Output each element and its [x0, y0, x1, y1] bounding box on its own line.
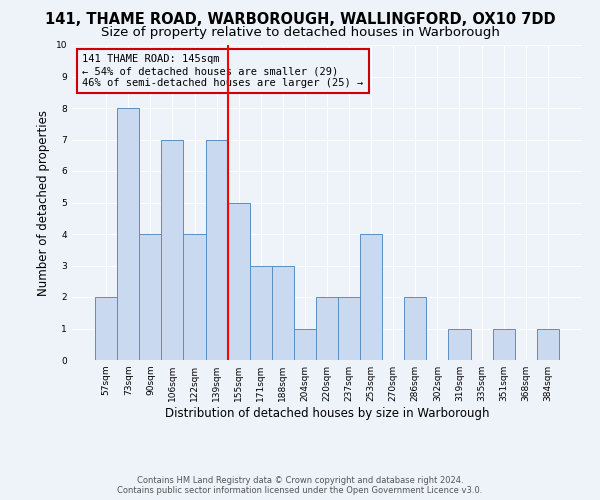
Bar — [206, 140, 227, 360]
Bar — [184, 234, 206, 360]
Bar — [139, 234, 161, 360]
Bar — [338, 297, 360, 360]
Bar — [272, 266, 294, 360]
Bar — [294, 328, 316, 360]
Bar — [448, 328, 470, 360]
Text: 141 THAME ROAD: 145sqm
← 54% of detached houses are smaller (29)
46% of semi-det: 141 THAME ROAD: 145sqm ← 54% of detached… — [82, 54, 364, 88]
Bar — [250, 266, 272, 360]
Text: Contains HM Land Registry data © Crown copyright and database right 2024.
Contai: Contains HM Land Registry data © Crown c… — [118, 476, 482, 495]
Bar — [227, 202, 250, 360]
Bar — [316, 297, 338, 360]
Bar — [404, 297, 427, 360]
Bar — [537, 328, 559, 360]
Bar — [493, 328, 515, 360]
X-axis label: Distribution of detached houses by size in Warborough: Distribution of detached houses by size … — [165, 407, 489, 420]
Y-axis label: Number of detached properties: Number of detached properties — [37, 110, 50, 296]
Bar — [117, 108, 139, 360]
Text: Size of property relative to detached houses in Warborough: Size of property relative to detached ho… — [101, 26, 499, 39]
Bar — [161, 140, 184, 360]
Text: 141, THAME ROAD, WARBOROUGH, WALLINGFORD, OX10 7DD: 141, THAME ROAD, WARBOROUGH, WALLINGFORD… — [44, 12, 556, 28]
Bar — [360, 234, 382, 360]
Bar — [95, 297, 117, 360]
